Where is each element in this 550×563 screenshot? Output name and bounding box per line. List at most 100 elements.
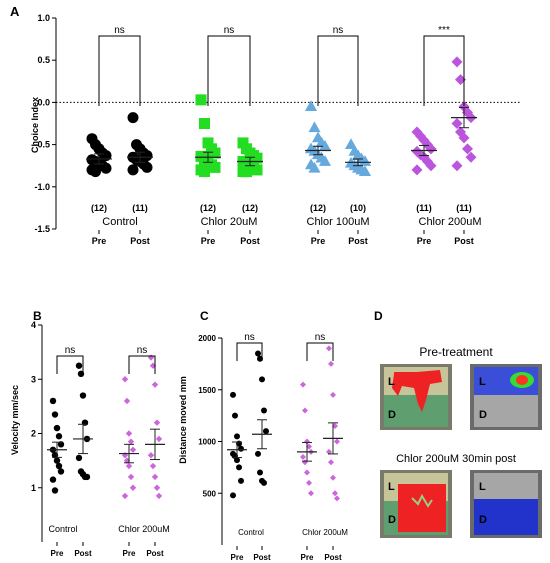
data-point [121, 376, 129, 383]
arena-pre-track: L D [380, 364, 452, 430]
data-point [151, 381, 159, 388]
data-point [121, 492, 129, 500]
data-point [411, 164, 423, 176]
y-tick-label: 3 [31, 374, 36, 384]
n-label: (12) [242, 203, 258, 213]
x-tick-label: Post [324, 553, 342, 562]
n-label: (11) [132, 203, 148, 213]
data-point [230, 492, 236, 499]
significance-label: ns [333, 25, 344, 36]
y-tick-label: 4 [31, 320, 36, 330]
significance-label: ns [65, 345, 76, 356]
panel-d-title-post: Chlor 200uM 30min post [396, 453, 516, 465]
panel-d-title-pre: Pre-treatment [419, 345, 493, 359]
track-path [398, 484, 446, 532]
data-point [318, 155, 332, 166]
data-point [149, 362, 157, 369]
chart-a: 1.0 0.5 0.0 -0.5 -1.0 -1.5 Pre Post Pre Post Pre Po… [34, 13, 520, 246]
label-l: L [479, 376, 486, 388]
data-point [308, 490, 314, 497]
data-point [328, 360, 334, 367]
y-tick-label: 2 [31, 429, 36, 439]
x-tick-label: Post [253, 553, 271, 562]
panel-label-c: C [200, 309, 209, 323]
x-tick-label: Post [146, 549, 164, 558]
data-point [308, 121, 321, 133]
data-point [255, 450, 261, 457]
data-point [127, 473, 135, 481]
significance-label: ns [244, 332, 255, 343]
arena-post-track: L D [380, 470, 452, 538]
data-point [51, 487, 59, 494]
data-point [151, 473, 159, 481]
significance-bracket [317, 35, 359, 106]
n-label: (10) [350, 203, 366, 213]
group-name: Chlor 200uM [419, 216, 482, 228]
data-point [79, 392, 87, 399]
data-point [49, 476, 57, 483]
chart-a-ylabel: Choice Index [30, 97, 40, 153]
significance-label: ns [114, 25, 125, 36]
chart-c-ylabel: Distance moved mm [178, 376, 188, 464]
y-tick-label: 1500 [198, 386, 216, 395]
x-tick-label: Pre [123, 549, 136, 558]
label-l: L [388, 376, 395, 388]
data-point [209, 147, 221, 159]
data-point [100, 150, 112, 162]
n-label: (11) [456, 203, 472, 213]
data-point [255, 350, 261, 357]
significance-bracket [98, 35, 141, 106]
data-point [53, 457, 61, 464]
data-point [261, 479, 267, 486]
data-point [57, 441, 65, 448]
data-point [49, 397, 57, 405]
significance-bracket [207, 35, 251, 106]
group-name: Chlor 200uM [118, 524, 170, 534]
panel-label-b: B [33, 309, 42, 323]
y-tick-label: 2000 [198, 334, 216, 343]
chart-b-ylabel: Velocity mm/sec [10, 385, 20, 455]
data-point [147, 452, 155, 459]
x-tick-label: Pre [301, 553, 314, 562]
data-point [458, 132, 470, 144]
y-tick-label: -0.5 [34, 140, 50, 150]
n-label: (11) [416, 203, 432, 213]
data-point [302, 407, 308, 414]
chart-b: 4 3 2 1 Pre Post Pre Post ns Control ns Chlor 200uM [31, 320, 170, 558]
group-name: Chlor 200uM [302, 528, 348, 537]
significance-label: ns [315, 332, 326, 343]
data-point [330, 391, 336, 398]
significance-bracket [236, 342, 263, 361]
x-tick-label: Pre [231, 553, 244, 562]
data-point [451, 160, 463, 172]
data-point [55, 433, 63, 440]
data-point [153, 419, 161, 426]
data-point [465, 151, 477, 163]
n-label: (12) [200, 203, 216, 213]
data-point [425, 160, 437, 172]
significance-label: *** [438, 25, 450, 36]
significance-label: ns [224, 25, 235, 36]
data-point [149, 462, 157, 470]
x-tick-label: Post [74, 549, 92, 558]
label-d: D [479, 409, 487, 421]
data-point [121, 452, 129, 459]
data-point [328, 459, 334, 466]
data-point [326, 448, 332, 455]
data-point [263, 428, 269, 435]
data-point [230, 391, 236, 398]
x-tick-label: Post [348, 236, 368, 246]
data-point [83, 473, 91, 481]
data-point [155, 492, 163, 500]
y-tick-label: 0.0 [37, 97, 50, 107]
label-l: L [479, 481, 486, 493]
panel-label-d: D [374, 309, 383, 323]
data-point [55, 462, 63, 470]
y-tick-label: 1 [31, 483, 36, 493]
data-point [300, 454, 306, 461]
group-name: Chlor 100uM [307, 216, 370, 228]
data-point [462, 143, 473, 155]
significance-bracket [306, 342, 334, 361]
data-point [155, 435, 163, 443]
x-tick-label: Pre [417, 236, 432, 246]
